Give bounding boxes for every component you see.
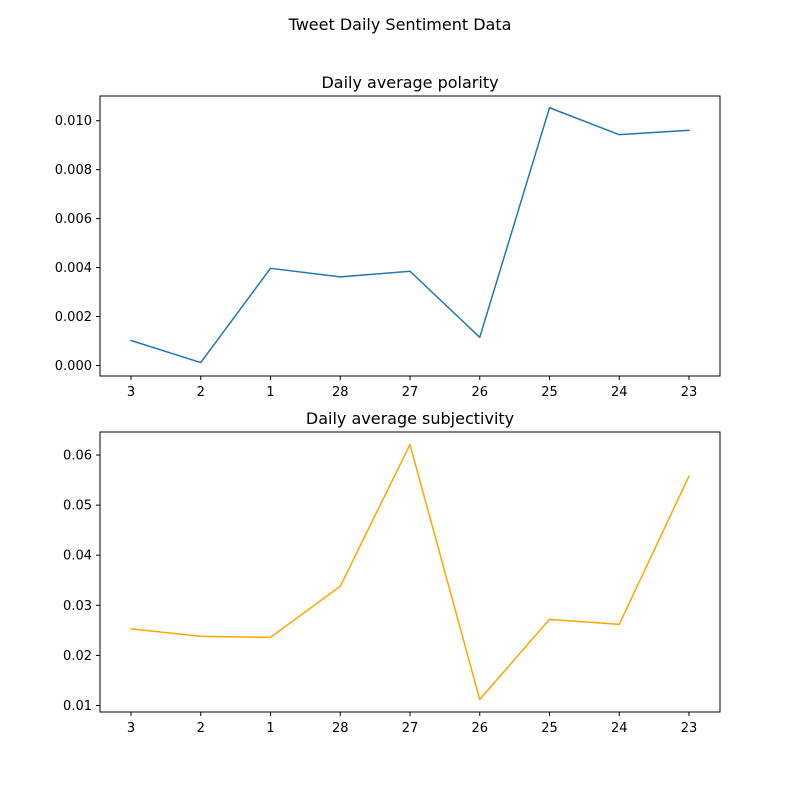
polarity-x-tick-label: 24: [611, 385, 628, 400]
polarity-x-tick-label: 25: [541, 385, 558, 400]
subjectivity-x-tick-label: 27: [402, 721, 419, 736]
subjectivity-y-tick-label: 0.02: [63, 649, 92, 664]
subjectivity-y-tick-label: 0.04: [63, 549, 92, 564]
subjectivity-x-tick-label: 23: [681, 721, 698, 736]
polarity-y-tick-label: 0.008: [55, 163, 92, 178]
subjectivity-y-tick-label: 0.05: [63, 499, 92, 514]
polarity-y-tick-label: 0.006: [55, 212, 92, 227]
subjectivity-y-tick-label: 0.03: [63, 599, 92, 614]
subjectivity-x-tick-label: 24: [611, 721, 628, 736]
subjectivity-chart-title: Daily average subjectivity: [306, 409, 514, 428]
polarity-x-tick-label: 23: [681, 385, 698, 400]
subjectivity-x-tick-label: 26: [471, 721, 488, 736]
polarity-series-line: [130, 107, 690, 364]
subjectivity-axes: Daily average subjectivity 3 2 1 28 27 26 25 24 2…: [63, 409, 721, 736]
subjectivity-x-tick-label: 3: [127, 721, 135, 736]
polarity-x-tick-label: 27: [402, 385, 419, 400]
subjectivity-x-tick-label: 2: [197, 721, 205, 736]
polarity-chart-title: Daily average polarity: [321, 73, 498, 92]
subjectivity-y-tick-label: 0.01: [63, 699, 92, 714]
polarity-x-tick-label: 2: [197, 385, 205, 400]
polarity-y-tick-label: 0.002: [55, 310, 92, 325]
subjectivity-x-tick-label: 1: [266, 721, 274, 736]
subjectivity-x-tick-label: 25: [541, 721, 558, 736]
subjectivity-series-line: [130, 443, 690, 701]
polarity-y-tick-label: 0.000: [55, 359, 92, 374]
polarity-y-tick-label: 0.010: [55, 114, 92, 129]
polarity-x-tick-label: 1: [266, 385, 274, 400]
polarity-axes-frame: [99, 95, 721, 377]
subjectivity-axes-frame: [99, 431, 721, 713]
polarity-x-tick-label: 28: [332, 385, 349, 400]
polarity-axes: Daily average polarity 3 2 1 28 27 26 25 24 23 0.0…: [55, 73, 721, 400]
subjectivity-y-tick-label: 0.06: [63, 449, 92, 464]
figure-suptitle: Tweet Daily Sentiment Data: [288, 15, 512, 34]
subjectivity-x-tick-label: 28: [332, 721, 349, 736]
polarity-y-tick-label: 0.004: [55, 261, 92, 276]
polarity-x-tick-label: 26: [471, 385, 488, 400]
polarity-x-tick-label: 3: [127, 385, 135, 400]
